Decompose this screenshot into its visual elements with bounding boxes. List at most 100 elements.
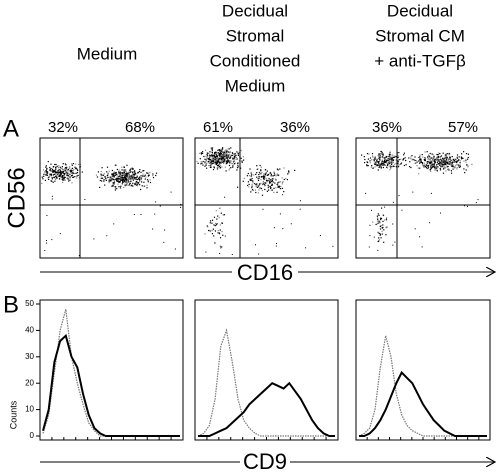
event-dot: [52, 181, 54, 183]
event-dot: [250, 179, 252, 181]
event-dot: [211, 233, 213, 235]
event-dot: [124, 169, 126, 171]
event-dot: [378, 232, 380, 234]
event-dot: [251, 187, 253, 189]
event-dot: [229, 157, 231, 159]
event-dot: [237, 162, 239, 164]
event-dot: [217, 215, 219, 217]
event-dot: [444, 156, 446, 158]
event-dot: [216, 162, 218, 165]
event-dot: [115, 171, 117, 174]
event-dot: [277, 185, 279, 187]
plot-frame: [355, 137, 491, 259]
event-dot: [215, 159, 217, 161]
event-dot: [398, 155, 400, 157]
event-dot: [385, 234, 387, 236]
event-dot: [122, 181, 124, 183]
event-dot: [448, 159, 450, 161]
event-dot: [443, 159, 445, 161]
event-dot: [134, 182, 137, 184]
event-dot: [222, 154, 224, 156]
event-dot: [111, 173, 113, 175]
event-dot: [427, 154, 430, 156]
event-dot: [452, 161, 454, 163]
event-dot: [220, 154, 222, 156]
event-dot: [112, 185, 114, 187]
event-dot: [279, 188, 281, 190]
event-dot: [155, 172, 158, 174]
event-dot: [449, 156, 451, 158]
event-dot: [441, 166, 443, 168]
event-dot: [379, 166, 381, 168]
event-dot: [377, 218, 379, 220]
event-dot: [421, 154, 423, 156]
event-dot: [456, 156, 458, 159]
event-dot: [390, 167, 392, 170]
event-dot: [134, 174, 136, 176]
event-dot: [122, 174, 124, 177]
event-dot: [467, 153, 469, 155]
event-dot: [123, 170, 125, 172]
event-dot: [58, 173, 60, 176]
event-dot: [426, 164, 428, 166]
event-dot: [259, 183, 262, 185]
event-dot: [132, 185, 134, 187]
event-dot: [60, 172, 62, 174]
event-dot: [50, 180, 52, 182]
event-dot: [278, 181, 280, 183]
event-dot: [60, 175, 62, 177]
event-dot: [395, 162, 397, 164]
event-dot: [51, 239, 53, 241]
event-dot: [225, 151, 228, 153]
event-dot: [141, 181, 143, 183]
event-dot: [252, 189, 255, 192]
event-dot: [100, 173, 102, 175]
event-dot: [122, 178, 125, 180]
event-dot: [70, 171, 72, 173]
event-dot: [264, 183, 266, 185]
event-dot: [216, 223, 218, 225]
event-dot: [215, 161, 217, 163]
event-dot: [393, 156, 396, 158]
event-dot: [125, 174, 127, 176]
event-dot: [380, 218, 382, 221]
event-dot: [58, 171, 60, 173]
event-dot: [260, 176, 262, 178]
event-dot: [467, 205, 468, 207]
event-dot: [378, 240, 380, 242]
event-dot: [271, 180, 273, 182]
event-dot: [305, 247, 307, 249]
event-dot: [214, 153, 216, 155]
event-dot: [143, 185, 145, 187]
event-dot: [64, 167, 66, 169]
event-dot: [225, 163, 227, 165]
event-dot: [431, 164, 433, 166]
event-dot: [369, 235, 371, 237]
event-dot: [255, 191, 257, 194]
event-dot: [288, 170, 290, 172]
event-dot: [113, 175, 115, 177]
event-dot: [114, 172, 117, 174]
event-dot: [391, 160, 393, 162]
event-dot: [125, 177, 127, 179]
event-dot: [180, 203, 182, 205]
event-dot: [379, 233, 381, 235]
event-dot: [419, 167, 421, 169]
event-dot: [118, 181, 120, 183]
event-dot: [126, 176, 128, 178]
event-dot: [222, 234, 224, 236]
event-dot: [226, 150, 228, 152]
quadrant-percent: 36%: [372, 119, 402, 136]
event-dot: [381, 227, 383, 229]
event-dot: [402, 158, 404, 160]
event-dot: [110, 179, 112, 181]
event-dot: [250, 175, 252, 177]
event-dot: [220, 158, 223, 160]
event-dot: [376, 160, 378, 162]
event-dot: [381, 207, 383, 209]
event-dot: [439, 161, 441, 163]
event-dot: [421, 163, 424, 165]
event-dot: [427, 156, 429, 158]
event-dot: [212, 159, 214, 161]
event-dot: [218, 166, 220, 168]
